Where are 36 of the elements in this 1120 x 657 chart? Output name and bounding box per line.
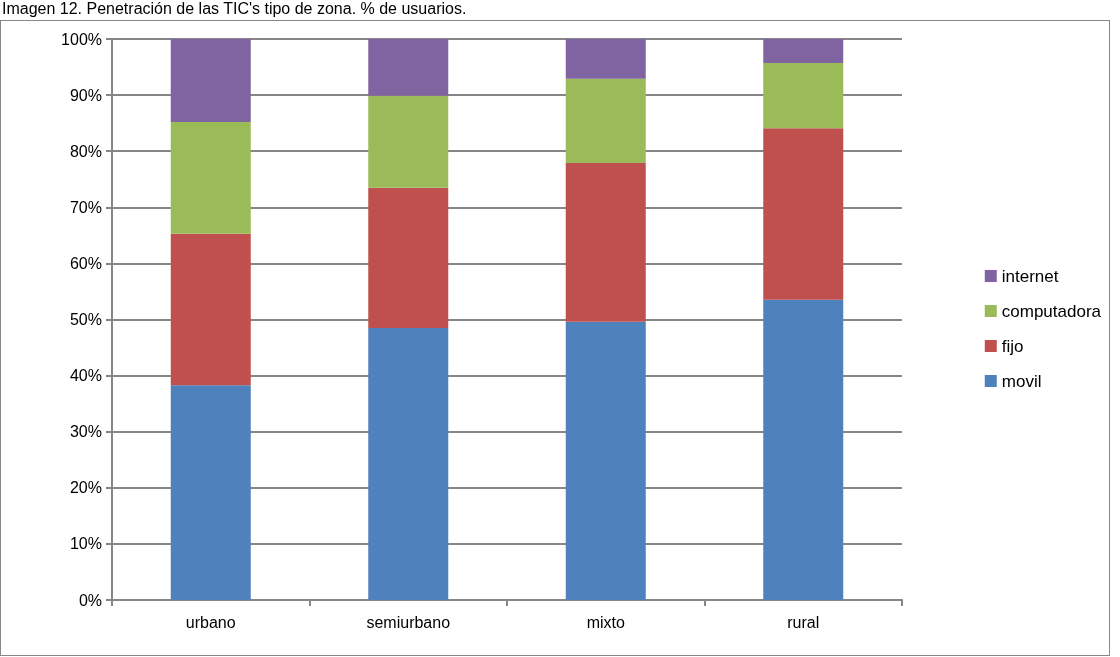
x-tick-label: mixto: [586, 613, 625, 631]
legend-label: fijo: [1001, 336, 1024, 356]
x-tick-label: semiurbano: [366, 613, 451, 631]
bar: [763, 39, 844, 64]
bar: [170, 233, 251, 386]
bar: [763, 299, 844, 600]
bar: [565, 39, 646, 79]
legend-label: internet: [1001, 266, 1059, 286]
legend-label: movil: [1001, 371, 1042, 391]
bar: [763, 128, 844, 300]
y-tick-label: 30%: [69, 423, 102, 441]
y-tick-label: 100%: [61, 30, 102, 48]
x-tick-label: urbano: [185, 613, 236, 631]
legend-label: computadora: [1001, 301, 1102, 321]
bar: [565, 162, 646, 322]
y-tick-label: 40%: [69, 367, 102, 385]
bar: [565, 78, 646, 163]
y-tick-label: 50%: [69, 311, 102, 328]
y-tick-label: 10%: [69, 535, 102, 553]
bar: [763, 63, 844, 129]
bar: [368, 39, 449, 96]
bar: [368, 95, 449, 188]
bar: [368, 327, 449, 600]
y-tick-label: 70%: [69, 198, 102, 216]
bar: [368, 187, 449, 328]
y-tick-label: 60%: [69, 254, 102, 272]
bar: [170, 385, 251, 600]
x-tick-label: rural: [787, 613, 820, 631]
y-tick-label: 0%: [78, 591, 102, 609]
y-tick-label: 20%: [69, 479, 102, 497]
bar: [565, 321, 646, 600]
chart-title: Imagen 12. Penetración de las TIC's tipo de zona. % de usuarios.: [2, 0, 467, 18]
y-tick-label: 90%: [69, 86, 102, 104]
y-tick-label: 80%: [69, 142, 102, 160]
bar: [170, 39, 251, 123]
bar: [170, 122, 251, 234]
